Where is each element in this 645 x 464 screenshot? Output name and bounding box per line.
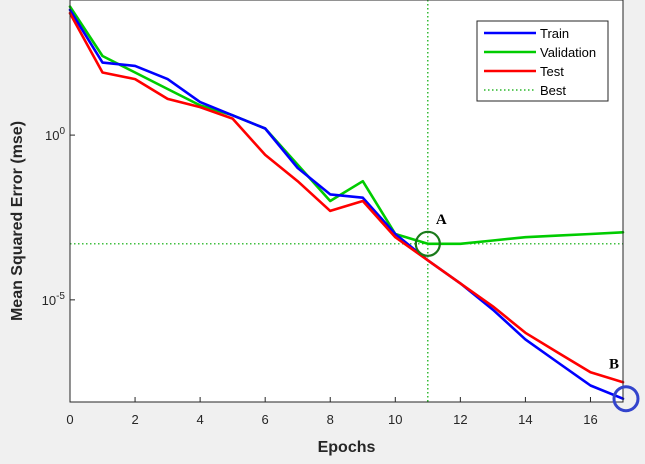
x-tick-label: 10 [388, 412, 402, 427]
best-lines [70, 0, 623, 402]
annotation-layer: AB [414, 212, 640, 413]
legend-label-train: Train [540, 26, 569, 41]
plot-frame [69, 0, 624, 403]
series-layer [68, 5, 625, 401]
y-tick-exponent: 0 [59, 126, 65, 137]
x-tick-label: 6 [262, 412, 269, 427]
x-tick-label: 2 [131, 412, 138, 427]
x-tick-label: 4 [197, 412, 204, 427]
legend-box [476, 20, 609, 102]
y-tick-label: 100 [45, 126, 65, 143]
annotation-a-label: A [436, 212, 447, 228]
series-line-train [68, 8, 625, 401]
legend: Train Validation Test Best [476, 20, 609, 102]
x-axis: 0 2 4 6 8 10 12 14 16 [66, 397, 598, 427]
legend-label-test: Test [540, 64, 564, 79]
y-tick-exponent: -5 [56, 291, 65, 302]
legend-label-validation: Validation [540, 45, 596, 60]
legend-label-best: Best [540, 83, 566, 98]
x-tick-label: 0 [66, 412, 73, 427]
x-tick-label: 8 [327, 412, 334, 427]
x-tick-label: 16 [583, 412, 597, 427]
x-tick-label: 12 [453, 412, 467, 427]
y-axis-title: Mean Squared Error (mse) [9, 121, 26, 321]
x-tick-label: 14 [518, 412, 532, 427]
y-tick-label: 10-5 [42, 291, 66, 308]
annotation-b-label: B [609, 357, 619, 373]
series-line-test [68, 11, 625, 384]
y-tick-mantissa: 10 [45, 128, 59, 143]
y-tick-mantissa: 10 [42, 293, 56, 308]
series-line-validation [68, 5, 625, 246]
annotation-a-circle [414, 230, 441, 257]
x-axis-title: Epochs [318, 439, 376, 456]
annotation-b-circle [612, 385, 640, 413]
